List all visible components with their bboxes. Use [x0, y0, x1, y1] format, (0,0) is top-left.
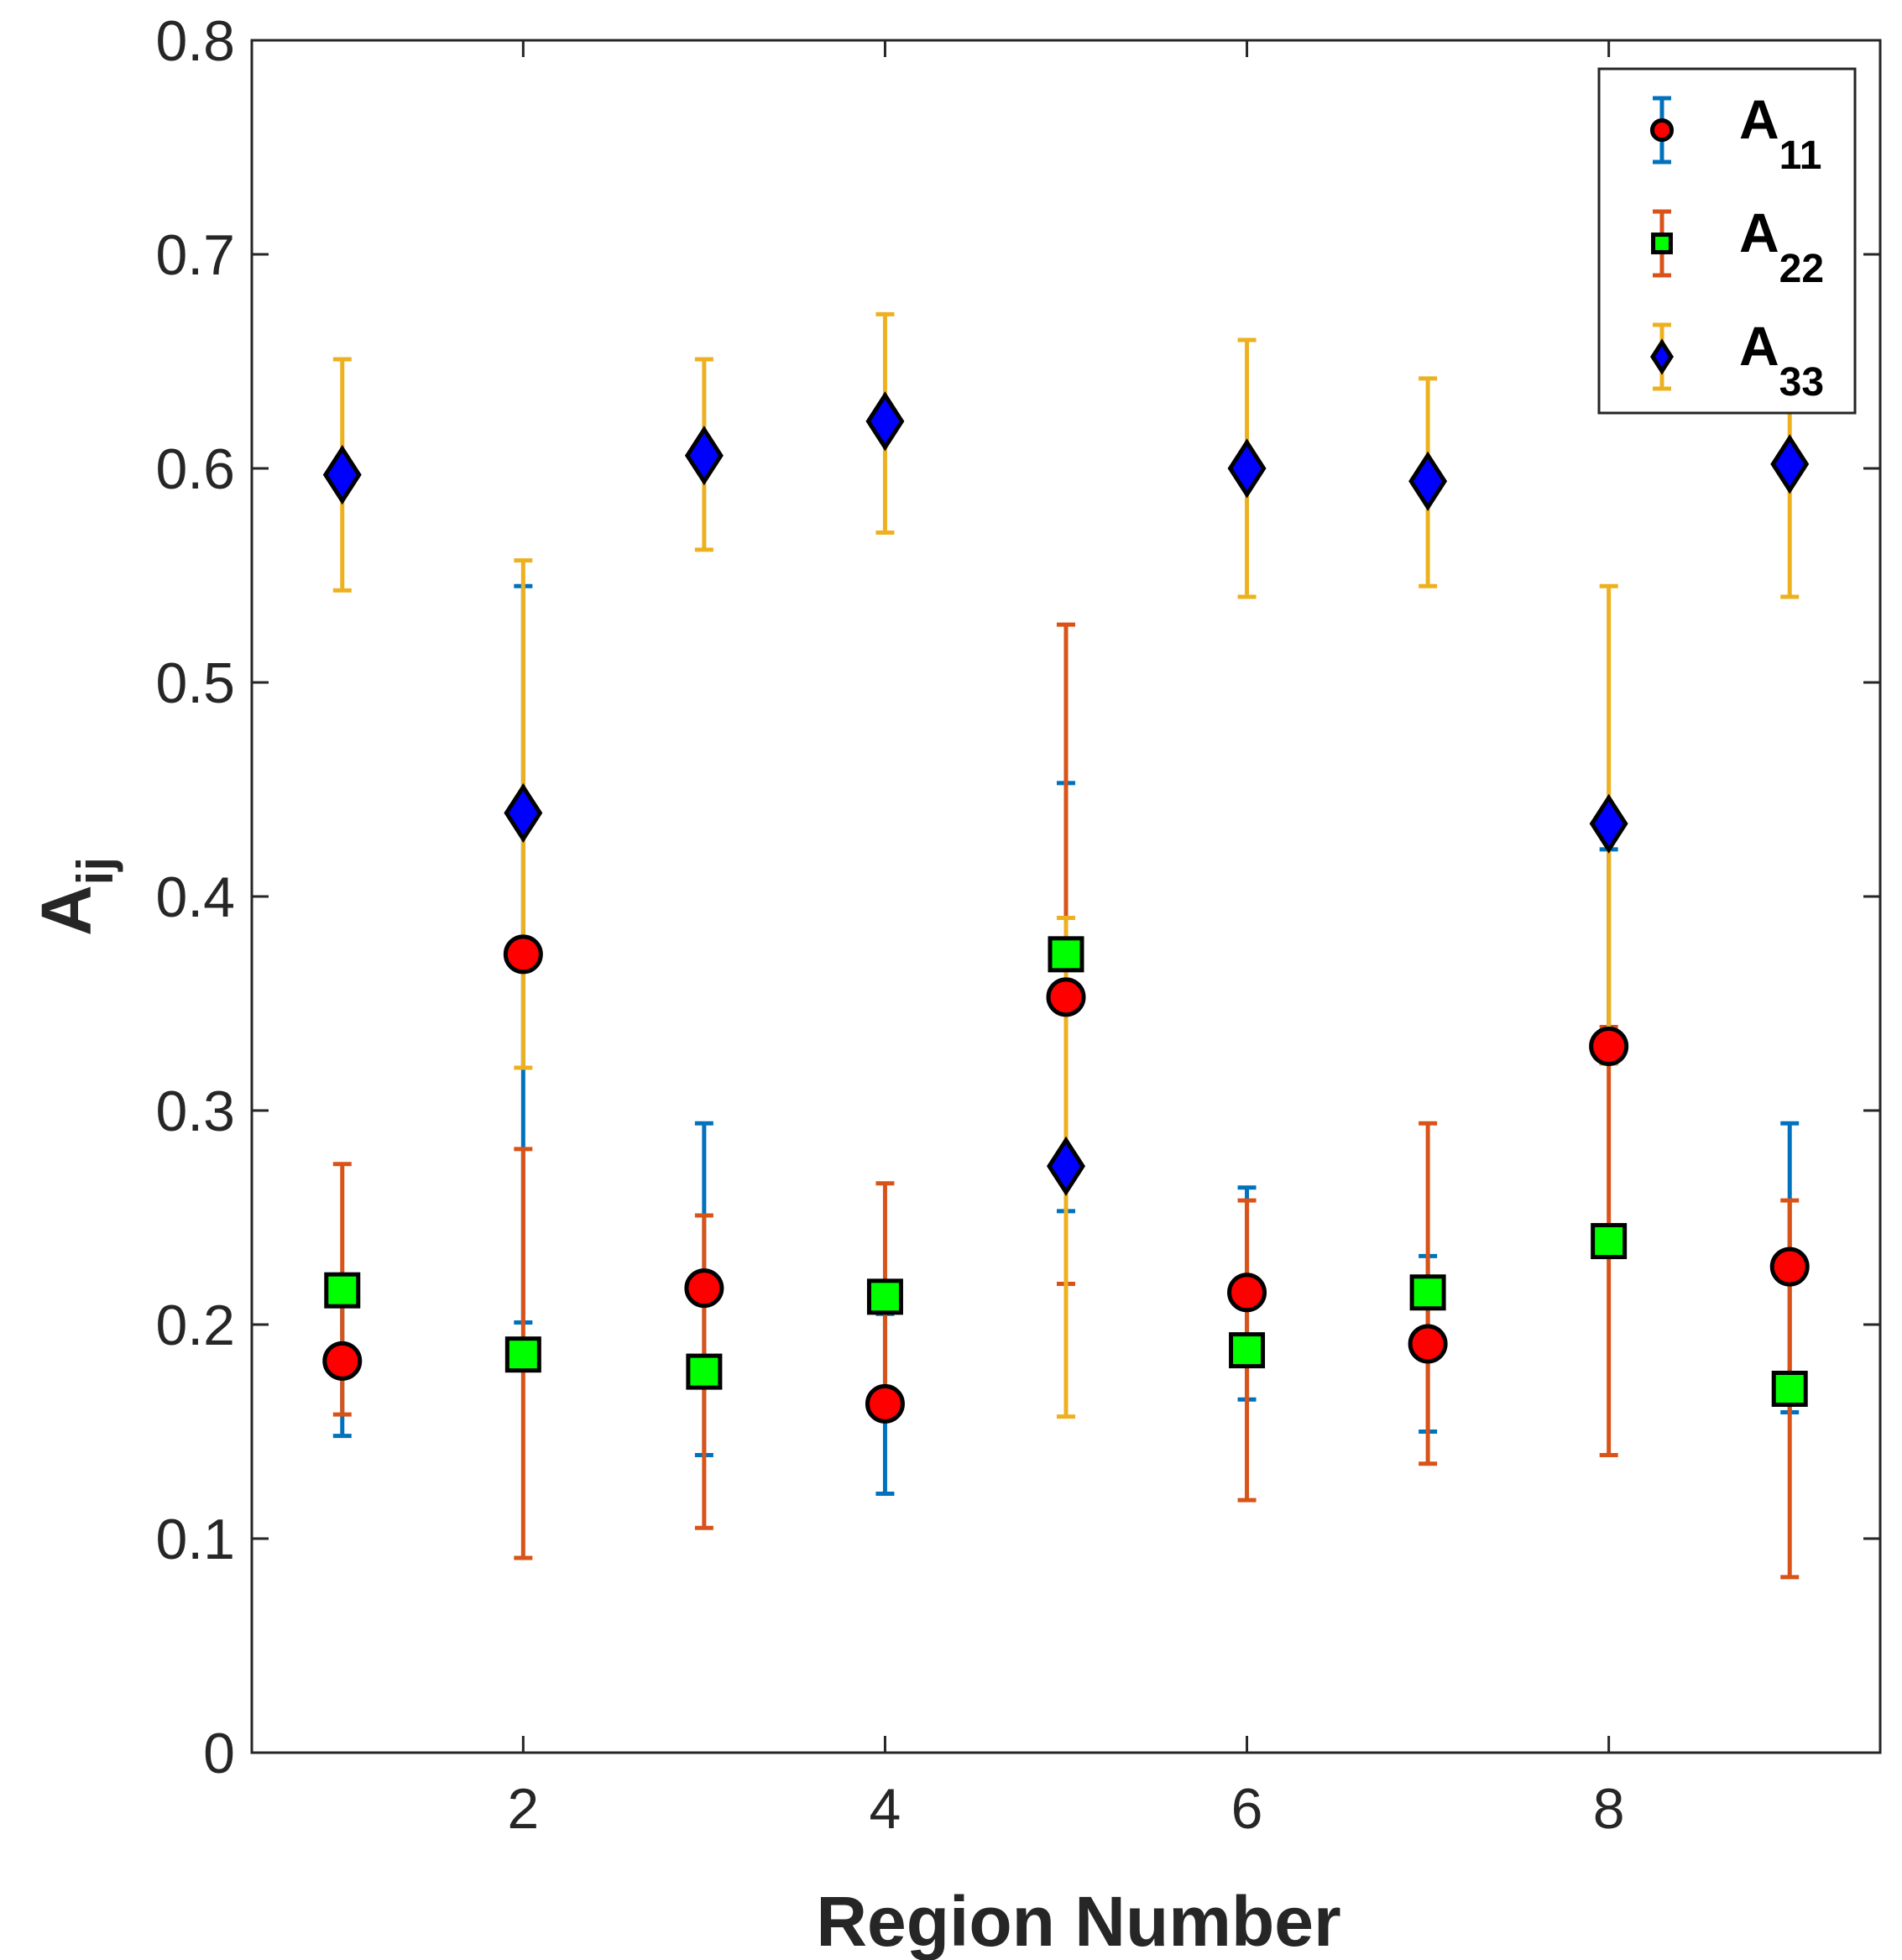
point-a22	[866, 1278, 903, 1315]
legend-marker	[1649, 118, 1675, 143]
legend-label: A33	[1739, 315, 1824, 405]
point-a22	[504, 1336, 541, 1373]
legend-label: A22	[1739, 201, 1824, 291]
y-tick-label: 0.4	[155, 865, 235, 929]
point-a22	[1409, 1274, 1446, 1311]
y-axis-title-sub: ij	[67, 857, 123, 885]
point-a33	[504, 782, 543, 844]
y-tick-label: 0.7	[155, 223, 235, 287]
legend-item-a22: A22	[1651, 201, 1824, 291]
point-a11	[1408, 1324, 1448, 1364]
y-tick-label: 0	[203, 1722, 235, 1785]
y-tick-label: 0.8	[155, 9, 235, 73]
markers-a33	[322, 391, 1810, 1196]
legend-label-sub: 11	[1779, 133, 1822, 178]
point-a22	[324, 1272, 361, 1309]
x-axis-title: Region Number	[816, 1882, 1340, 1960]
y-tick-label: 0.3	[155, 1079, 235, 1143]
legend-box	[1597, 67, 1857, 415]
x-tick-label: 4	[870, 1777, 901, 1841]
point-a11	[684, 1268, 724, 1309]
legend-marker	[1651, 233, 1673, 254]
tick-labels: 2 4 6 8 0 0.1 0.2 0.3 0.4 0.5 0.6 0.7 0.8	[155, 9, 1624, 1841]
legend-label-sub: 22	[1779, 247, 1824, 291]
point-a11	[1589, 1027, 1629, 1066]
y-axis-title-base: A	[27, 885, 106, 936]
y-tick-label: 0.2	[155, 1294, 235, 1357]
x-tick-label: 2	[507, 1777, 539, 1841]
legend-label-base: A	[1739, 88, 1779, 150]
point-a33	[684, 426, 724, 486]
legend-marker	[1650, 338, 1674, 375]
legend-item-a33: A33	[1650, 315, 1824, 405]
point-a22	[1229, 1332, 1266, 1369]
point-a33	[1047, 1136, 1085, 1196]
series-layer	[322, 311, 1810, 1580]
point-a11	[503, 934, 543, 975]
point-a22	[1771, 1371, 1808, 1407]
plot-frame	[250, 39, 1882, 1754]
point-a33	[1770, 434, 1810, 494]
point-a22	[1591, 1223, 1628, 1260]
x-tick-label: 8	[1593, 1777, 1625, 1841]
y-tick-label: 0.1	[155, 1508, 235, 1571]
point-a11	[1227, 1273, 1267, 1313]
point-a33	[322, 445, 362, 505]
point-a22	[1048, 936, 1084, 973]
y-axis-title: Aij	[27, 857, 123, 936]
point-a11	[1046, 977, 1086, 1017]
x-tick-label: 6	[1231, 1777, 1263, 1841]
legend-label: A11	[1739, 88, 1821, 178]
point-a33	[865, 391, 905, 452]
markers-a11	[322, 934, 1810, 1424]
svg-text:Aij: Aij	[27, 857, 123, 936]
legend-label-base: A	[1739, 315, 1779, 377]
point-a11	[1769, 1247, 1810, 1287]
point-a33	[1227, 438, 1267, 499]
y-tick-label: 0.5	[155, 651, 235, 715]
point-a11	[322, 1341, 363, 1381]
legend-label-base: A	[1739, 201, 1779, 264]
y-tick-label: 0.6	[155, 437, 235, 501]
point-a33	[1589, 793, 1628, 854]
legend-label-sub: 33	[1779, 360, 1824, 405]
point-a22	[686, 1353, 723, 1390]
markers-a22	[324, 936, 1808, 1407]
legend-item-a11: A11	[1649, 88, 1821, 178]
point-a11	[865, 1383, 905, 1424]
point-a33	[1408, 451, 1448, 511]
